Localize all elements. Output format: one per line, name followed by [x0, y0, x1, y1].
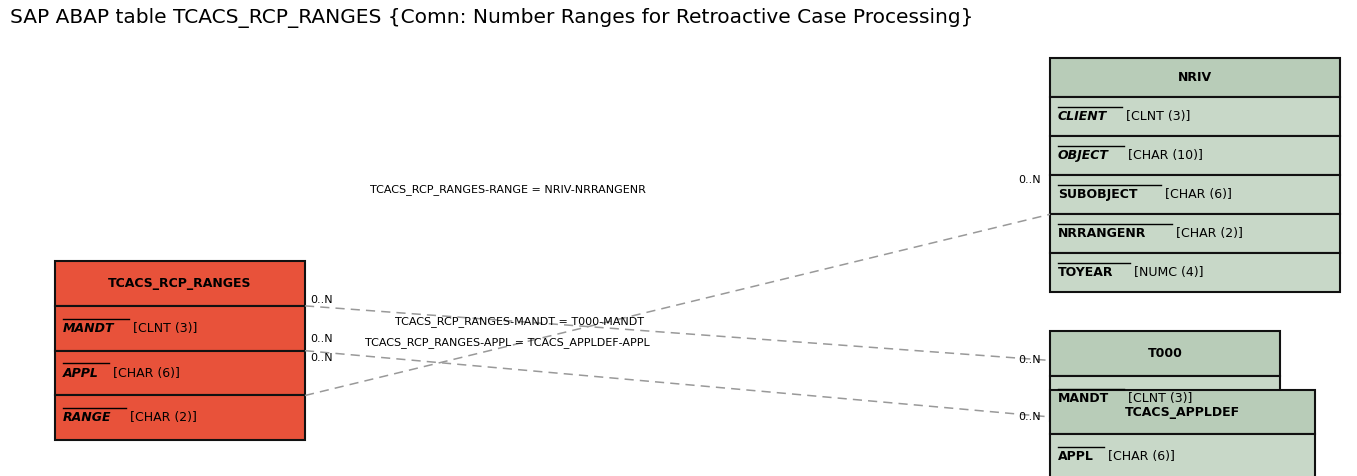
Text: OBJECT: OBJECT	[1058, 149, 1109, 162]
Text: 0..N: 0..N	[1018, 356, 1041, 366]
Text: 0..N: 0..N	[309, 334, 332, 344]
Text: TCACS_RCP_RANGES-RANGE = NRIV-NRRANGENR: TCACS_RCP_RANGES-RANGE = NRIV-NRRANGENR	[370, 185, 646, 196]
Text: TCACS_RCP_RANGES-APPL = TCACS_APPLDEF-APPL: TCACS_RCP_RANGES-APPL = TCACS_APPLDEF-AP…	[365, 337, 650, 348]
FancyBboxPatch shape	[1050, 435, 1315, 476]
Text: NRRANGENR: NRRANGENR	[1058, 227, 1147, 240]
Text: MANDT: MANDT	[62, 322, 114, 335]
FancyBboxPatch shape	[56, 261, 305, 306]
Text: [CLNT (3)]: [CLNT (3)]	[1124, 392, 1193, 405]
FancyBboxPatch shape	[1050, 59, 1339, 98]
Text: RANGE: RANGE	[62, 411, 111, 425]
Text: 0..N: 0..N	[309, 354, 332, 364]
Text: TOYEAR: TOYEAR	[1058, 266, 1114, 279]
Text: TCACS_APPLDEF: TCACS_APPLDEF	[1125, 406, 1240, 418]
Text: [CHAR (10)]: [CHAR (10)]	[1124, 149, 1202, 162]
FancyBboxPatch shape	[1050, 214, 1339, 253]
Text: MANDT: MANDT	[1058, 392, 1109, 405]
FancyBboxPatch shape	[1050, 390, 1315, 435]
Text: SAP ABAP table TCACS_RCP_RANGES {Comn: Number Ranges for Retroactive Case Proces: SAP ABAP table TCACS_RCP_RANGES {Comn: N…	[9, 8, 973, 28]
Text: [CHAR (2)]: [CHAR (2)]	[126, 411, 197, 425]
Text: [CHAR (6)]: [CHAR (6)]	[1105, 450, 1175, 463]
FancyBboxPatch shape	[56, 306, 305, 351]
Text: [CHAR (2)]: [CHAR (2)]	[1172, 227, 1243, 240]
FancyBboxPatch shape	[1050, 253, 1339, 292]
Text: TCACS_RCP_RANGES-MANDT = T000-MANDT: TCACS_RCP_RANGES-MANDT = T000-MANDT	[395, 316, 645, 327]
Text: TCACS_RCP_RANGES: TCACS_RCP_RANGES	[109, 277, 252, 290]
FancyBboxPatch shape	[1050, 137, 1339, 175]
Text: T000: T000	[1148, 347, 1182, 360]
FancyBboxPatch shape	[56, 396, 305, 440]
Text: NRIV: NRIV	[1178, 71, 1212, 84]
Text: [CHAR (6)]: [CHAR (6)]	[110, 367, 180, 379]
Text: [CHAR (6)]: [CHAR (6)]	[1160, 188, 1231, 201]
FancyBboxPatch shape	[1050, 376, 1280, 421]
Text: 0..N: 0..N	[1018, 175, 1041, 185]
Text: [CLNT (3)]: [CLNT (3)]	[129, 322, 198, 335]
Text: APPL: APPL	[1058, 450, 1094, 463]
Text: 0..N: 0..N	[309, 295, 332, 305]
FancyBboxPatch shape	[56, 351, 305, 396]
FancyBboxPatch shape	[1050, 175, 1339, 214]
FancyBboxPatch shape	[1050, 331, 1280, 376]
Text: APPL: APPL	[62, 367, 99, 379]
Text: [CLNT (3)]: [CLNT (3)]	[1121, 110, 1190, 123]
Text: CLIENT: CLIENT	[1058, 110, 1107, 123]
Text: SUBOBJECT: SUBOBJECT	[1058, 188, 1137, 201]
Text: 0..N: 0..N	[1018, 412, 1041, 422]
FancyBboxPatch shape	[1050, 98, 1339, 137]
Text: [NUMC (4)]: [NUMC (4)]	[1129, 266, 1204, 279]
